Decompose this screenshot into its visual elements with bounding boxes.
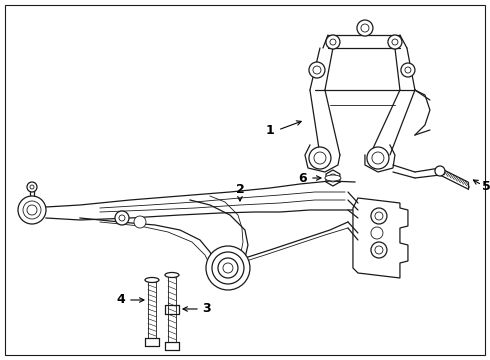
Circle shape [401,63,415,77]
Ellipse shape [165,273,179,278]
Polygon shape [353,198,408,278]
Circle shape [367,147,389,169]
Circle shape [313,66,321,74]
Text: 1: 1 [266,123,274,136]
Circle shape [314,152,326,164]
Circle shape [392,39,398,45]
Ellipse shape [325,175,341,181]
Circle shape [361,24,369,32]
Circle shape [330,39,336,45]
Text: 4: 4 [117,293,125,306]
Circle shape [309,62,325,78]
Circle shape [30,185,34,189]
Circle shape [372,152,384,164]
Circle shape [27,205,37,215]
Text: 3: 3 [203,302,211,315]
Circle shape [375,212,383,220]
Circle shape [435,166,445,176]
Circle shape [329,174,337,182]
Circle shape [212,252,244,284]
Circle shape [388,35,402,49]
Circle shape [115,211,129,225]
Circle shape [375,246,383,254]
Circle shape [218,258,238,278]
Text: 5: 5 [482,180,490,193]
Circle shape [326,35,340,49]
Circle shape [357,20,373,36]
Circle shape [309,147,331,169]
Circle shape [206,246,250,290]
Circle shape [371,227,383,239]
Circle shape [23,201,41,219]
Circle shape [223,263,233,273]
Text: 6: 6 [298,171,307,185]
Circle shape [371,208,387,224]
Circle shape [119,215,125,221]
Circle shape [27,182,37,192]
Ellipse shape [145,278,159,283]
Circle shape [18,196,46,224]
Text: 2: 2 [236,184,245,197]
Circle shape [134,216,146,228]
Circle shape [405,67,411,73]
Circle shape [371,242,387,258]
